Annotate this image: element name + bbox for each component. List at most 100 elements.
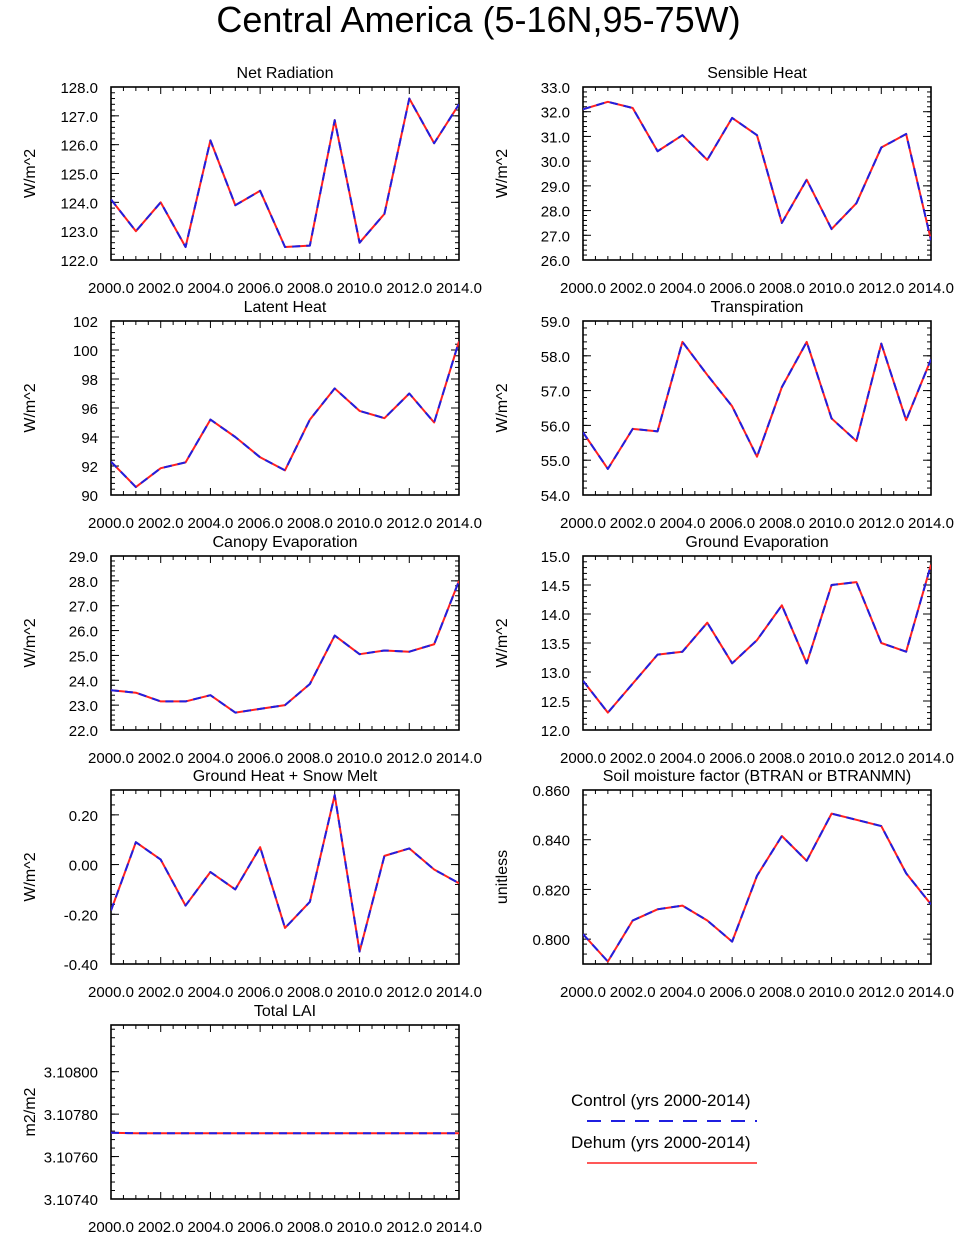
y-tick-label: 15.0 xyxy=(541,549,570,566)
y-tick-label: 3.10800 xyxy=(44,1065,98,1082)
x-tick-label: 2014.0 xyxy=(908,984,954,1001)
x-tick-label: 2008.0 xyxy=(287,280,333,297)
chart-panel-7: Ground Heat + Snow Melt W/m^2 2000.0 2002.0… xyxy=(22,768,482,1001)
y-tick-label: 33.0 xyxy=(541,80,570,97)
x-tick-label: 2006.0 xyxy=(709,750,755,767)
x-tick-label: 2004.0 xyxy=(659,515,705,532)
series-line-dehum xyxy=(111,341,459,489)
y-tick-label: 25.0 xyxy=(69,648,98,665)
y-tick-label: 56.0 xyxy=(541,418,570,435)
y-tick-label: 0.820 xyxy=(532,882,570,899)
x-tick-label: 2014.0 xyxy=(436,280,482,297)
chart-panel-3: Latent Heat W/m^2 2000.0 2002.0 2004.0 2006.0… xyxy=(22,299,482,532)
y-tick-label: 0.20 xyxy=(69,808,98,825)
y-tick-label: 3.10760 xyxy=(44,1150,98,1167)
y-tick-label: 23.0 xyxy=(69,698,98,715)
y-tick-label: 12.5 xyxy=(541,694,570,711)
y-axis-label: W/m^2 xyxy=(22,618,39,667)
y-tick-label: 0.00 xyxy=(69,858,98,875)
y-tick-label: 98 xyxy=(81,372,98,389)
y-axis-label: W/m^2 xyxy=(22,149,39,198)
chart-title: Sensible Heat xyxy=(707,65,807,82)
y-tick-label: 12.0 xyxy=(541,723,570,740)
y-tick-label: 30.0 xyxy=(541,154,570,171)
y-tick-label: 32.0 xyxy=(541,105,570,122)
x-tick-label: 2006.0 xyxy=(709,515,755,532)
x-tick-label: 2010.0 xyxy=(809,984,855,1001)
legend: Control (yrs 2000-2014) Dehum (yrs 2000-… xyxy=(571,1091,757,1164)
series-line-dehum xyxy=(583,340,931,470)
y-tick-label: 27.0 xyxy=(69,599,98,616)
y-tick-label: 29.0 xyxy=(541,179,570,196)
x-tick-label: 2000.0 xyxy=(88,515,134,532)
x-tick-label: 2008.0 xyxy=(759,515,805,532)
x-tick-label: 2006.0 xyxy=(237,515,283,532)
y-tick-label: 0.840 xyxy=(532,833,570,850)
y-tick-label: 128.0 xyxy=(60,80,98,97)
x-tick-label: 2008.0 xyxy=(759,280,805,297)
y-tick-label: 13.0 xyxy=(541,665,570,682)
series-line-control xyxy=(583,340,931,470)
series-line-dehum xyxy=(111,793,459,953)
x-tick-label: 2004.0 xyxy=(187,515,233,532)
x-tick-label: 2002.0 xyxy=(610,515,656,532)
y-tick-label: 3.10780 xyxy=(44,1107,98,1124)
x-tick-label: 2006.0 xyxy=(237,1219,283,1233)
x-tick-label: 2008.0 xyxy=(287,1219,333,1233)
plot-frame xyxy=(582,320,932,496)
y-axis-label: m2/m2 xyxy=(22,1087,39,1136)
x-tick-label: 2000.0 xyxy=(88,280,134,297)
x-tick-label: 2014.0 xyxy=(908,515,954,532)
x-tick-label: 2000.0 xyxy=(88,1219,134,1233)
x-tick-label: 2012.0 xyxy=(386,280,432,297)
x-tick-label: 2012.0 xyxy=(858,984,904,1001)
x-tick-label: 2006.0 xyxy=(709,984,755,1001)
legend-label-control: Control (yrs 2000-2014) xyxy=(571,1091,751,1110)
y-tick-label: 59.0 xyxy=(541,314,570,331)
y-axis-label: W/m^2 xyxy=(494,383,511,432)
chart-panel-4: Transpiration W/m^2 2000.0 2002.0 2004.0 2006… xyxy=(494,299,954,532)
x-tick-label: 2004.0 xyxy=(187,1219,233,1233)
x-tick-label: 2008.0 xyxy=(287,984,333,1001)
y-tick-label: 22.0 xyxy=(69,723,98,740)
chart-panel-6: Ground Evaporation W/m^2 2000.0 2002.0 2004.… xyxy=(494,534,954,767)
x-tick-label: 2004.0 xyxy=(187,750,233,767)
y-tick-label: -0.40 xyxy=(64,957,98,974)
chart-panel-9: Total LAI m2/m2 2000.0 2002.0 2004.0 2006.0 20… xyxy=(22,1003,482,1233)
chart-title: Net Radiation xyxy=(237,65,334,82)
x-tick-label: 2010.0 xyxy=(337,515,383,532)
y-tick-label: 26.0 xyxy=(69,624,98,641)
series-line-dehum xyxy=(583,100,931,241)
plot-frame xyxy=(110,1024,460,1200)
y-tick-label: 122.0 xyxy=(60,253,98,270)
x-tick-label: 2012.0 xyxy=(386,750,432,767)
x-tick-label: 2014.0 xyxy=(436,515,482,532)
x-tick-label: 2014.0 xyxy=(908,280,954,297)
x-tick-label: 2012.0 xyxy=(858,280,904,297)
x-tick-label: 2006.0 xyxy=(709,280,755,297)
x-tick-label: 2006.0 xyxy=(237,280,283,297)
x-tick-label: 2012.0 xyxy=(386,515,432,532)
x-tick-label: 2008.0 xyxy=(759,750,805,767)
y-tick-label: 90 xyxy=(81,488,98,505)
series-line-dehum xyxy=(111,580,459,714)
x-tick-label: 2000.0 xyxy=(88,750,134,767)
y-tick-label: 125.0 xyxy=(60,167,98,184)
x-tick-label: 2012.0 xyxy=(386,1219,432,1233)
x-tick-label: 2008.0 xyxy=(287,750,333,767)
y-tick-label: 102 xyxy=(73,314,98,331)
x-tick-label: 2002.0 xyxy=(138,750,184,767)
chart-panel-8: Soil moisture factor (BTRAN or BTRANMN) u… xyxy=(494,768,954,1001)
series-line-dehum xyxy=(583,812,931,963)
y-tick-label: 94 xyxy=(81,430,98,447)
chart-panel-1: Net Radiation W/m^2 2000.0 2002.0 2004.0 2006… xyxy=(22,65,482,297)
x-tick-label: 2008.0 xyxy=(287,515,333,532)
x-tick-label: 2014.0 xyxy=(436,750,482,767)
x-tick-label: 2002.0 xyxy=(138,984,184,1001)
y-tick-label: 55.0 xyxy=(541,453,570,470)
x-tick-label: 2014.0 xyxy=(908,750,954,767)
y-tick-label: 14.0 xyxy=(541,607,570,624)
series-line-control xyxy=(111,580,459,714)
x-tick-label: 2000.0 xyxy=(560,750,606,767)
x-tick-label: 2010.0 xyxy=(337,280,383,297)
